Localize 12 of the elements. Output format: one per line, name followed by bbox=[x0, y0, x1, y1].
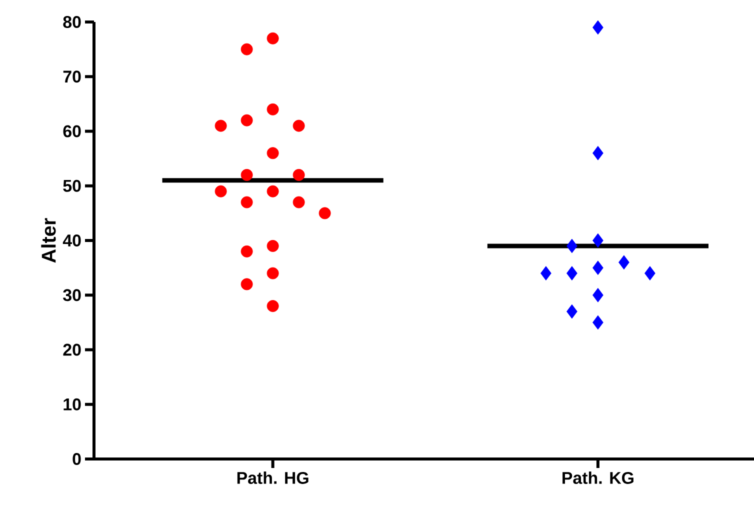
y-tick-label: 0 bbox=[72, 453, 81, 465]
x-tick-label: Path. KG bbox=[562, 472, 634, 484]
x-tick-label: Path. HG bbox=[237, 472, 308, 484]
y-tick-label: 30 bbox=[63, 289, 81, 302]
y-axis-title: Alter bbox=[41, 218, 56, 263]
y-tick-label: 20 bbox=[63, 344, 81, 356]
y-tick-label: 80 bbox=[63, 16, 81, 28]
y-tick-label: 70 bbox=[63, 70, 81, 83]
y-tick-label: 40 bbox=[62, 234, 81, 246]
y-tick-label: 50 bbox=[63, 180, 81, 192]
y-tick-label: 10 bbox=[64, 398, 81, 410]
y-tick-label: 60 bbox=[63, 125, 81, 138]
